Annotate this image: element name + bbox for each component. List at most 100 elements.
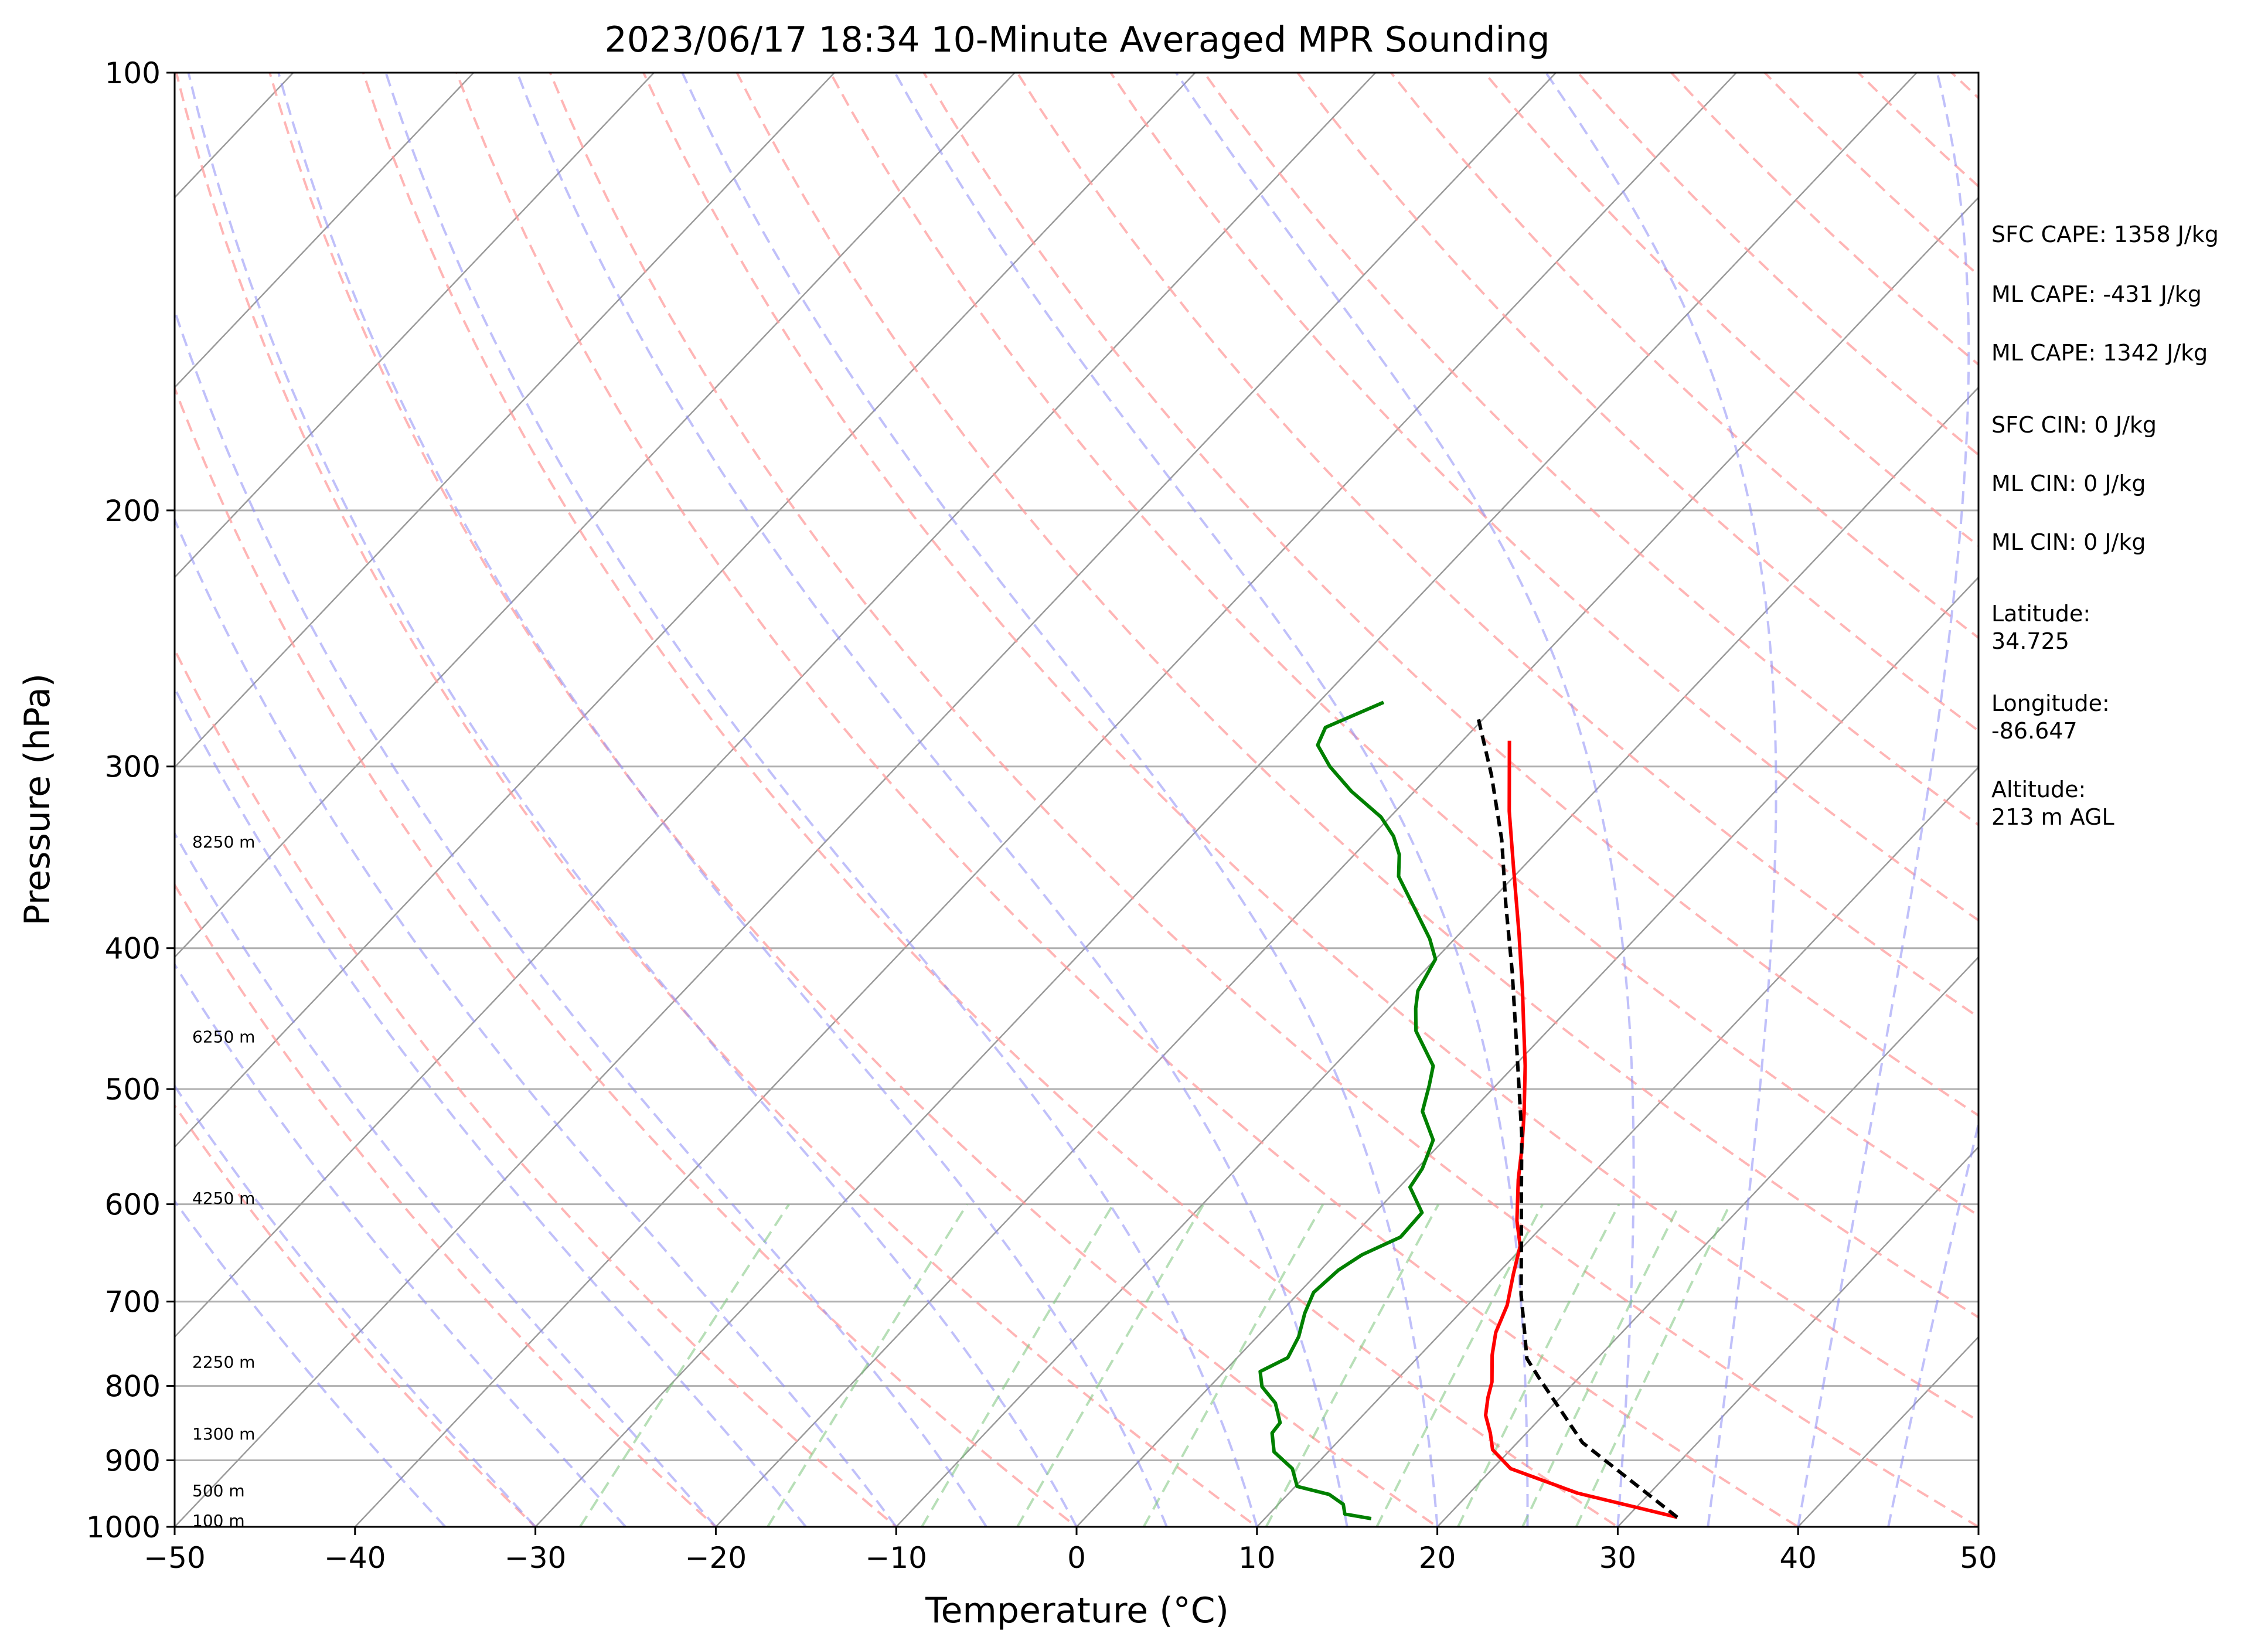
dry-adiabat <box>455 73 1800 1527</box>
y-tick-label: 900 <box>105 1444 161 1478</box>
mixing-ratio-line <box>921 1203 1115 1527</box>
moist-adiabat <box>1887 1119 1978 1527</box>
y-tick-label: 800 <box>105 1370 161 1404</box>
y-tick-label: 300 <box>105 750 161 784</box>
background-lines <box>175 40 2268 1558</box>
annotation-text: Latitude: <box>1991 601 2090 627</box>
dry-adiabat <box>175 882 718 1527</box>
x-tick-label: 10 <box>1238 1541 1276 1575</box>
mixing-ratio-line <box>1265 1203 1440 1527</box>
mixing-ratio-line <box>1016 1203 1205 1527</box>
series-line <box>1476 718 1678 1519</box>
annotation-text: -86.647 <box>1991 718 2078 744</box>
mixing-ratio-line <box>1142 1203 1324 1527</box>
sounding-profiles <box>1258 700 1678 1520</box>
dry-adiabat <box>268 73 1440 1527</box>
annotation-text: ML CAPE: 1342 J/kg <box>1991 340 2208 366</box>
height-label: 2250 m <box>192 1352 255 1372</box>
y-axis-label: Pressure (hPa) <box>17 673 58 925</box>
dry-adiabats <box>175 73 1978 1527</box>
moist-adiabat <box>175 307 987 1527</box>
height-label: 1300 m <box>192 1424 255 1444</box>
moist-adiabat <box>1797 73 1970 1527</box>
mixing-ratio-line <box>767 1203 968 1527</box>
isotherm <box>714 196 1978 1527</box>
mixing-ratio-line <box>1375 1203 1544 1527</box>
sounding-indices: SFC CAPE: 1358 J/kg ML CAPE: -431 J/kg ML … <box>1991 222 2219 830</box>
x-tick-label: 50 <box>1960 1541 1997 1575</box>
annotation-text: 213 m AGL <box>1991 804 2114 830</box>
dry-adiabat <box>549 73 1978 1527</box>
annotation-text: SFC CAPE: 1358 J/kg <box>1991 222 2219 247</box>
x-tick-label: 30 <box>1599 1541 1637 1575</box>
height-label: 500 m <box>192 1481 245 1500</box>
x-tick-label: −50 <box>144 1541 206 1575</box>
isotherm <box>534 73 1918 1527</box>
x-tick-label: 20 <box>1419 1541 1456 1575</box>
isotherm <box>175 73 836 768</box>
moist-adiabat <box>516 73 1348 1527</box>
mixing-ratio-line <box>1575 1203 1731 1527</box>
y-tick-label: 600 <box>105 1188 161 1222</box>
dry-adiabat <box>642 73 1978 1423</box>
x-tick-label: −30 <box>505 1541 567 1575</box>
moist-adiabat <box>175 1199 447 1527</box>
annotation-text: Altitude: <box>1991 777 2086 802</box>
dry-adiabat <box>735 73 1978 1319</box>
height-label: 6250 m <box>192 1027 255 1046</box>
moist-adiabat <box>187 73 1078 1527</box>
isotherm <box>175 73 1197 1148</box>
dry-adiabat <box>1203 73 1978 826</box>
moist-adiabat <box>175 516 897 1527</box>
height-label: 8250 m <box>192 832 255 852</box>
annotation-text: ML CIN: 0 J/kg <box>1991 529 2146 555</box>
x-tick-label: −40 <box>324 1541 386 1575</box>
isotherm <box>1436 956 1978 1527</box>
isotherm <box>175 73 1557 1527</box>
mixing-ratio-lines <box>578 1203 1731 1527</box>
annotation-text: 34.725 <box>1991 628 2069 654</box>
isotherm <box>1616 1146 1978 1527</box>
height-label: 4250 m <box>192 1189 255 1208</box>
isotherm <box>354 73 1738 1527</box>
moist-adiabat <box>175 685 807 1527</box>
y-axis-ticks: 100 200 300 400 500 600 700 800 900 1000 <box>86 56 175 1544</box>
x-tick-label: −10 <box>865 1541 927 1575</box>
dry-adiabat <box>175 73 1259 1527</box>
y-tick-label: 700 <box>105 1285 161 1319</box>
moist-adiabat <box>277 73 1168 1527</box>
series-line <box>1258 700 1438 1520</box>
x-tick-label: 0 <box>1067 1541 1086 1575</box>
plot-frame <box>173 72 1980 1528</box>
mixing-ratio-line <box>1457 1203 1620 1527</box>
moist-adiabat <box>681 73 1439 1527</box>
moist-adiabat <box>175 962 626 1527</box>
mixing-ratio-line <box>578 1203 790 1527</box>
pressure-gridlines <box>175 72 1978 1528</box>
y-tick-label: 100 <box>105 56 161 90</box>
x-axis-label: Temperature (°C) <box>925 1590 1229 1631</box>
moist-adiabat <box>1545 73 1777 1527</box>
isotherm <box>895 386 1978 1527</box>
isotherm <box>2130 40 2268 1558</box>
annotation-text: Longitude: <box>1991 690 2110 716</box>
dry-adiabat <box>1016 73 1978 1019</box>
y-tick-label: 1000 <box>86 1510 161 1544</box>
y-tick-label: 200 <box>105 494 161 528</box>
dry-adiabat <box>1296 73 1978 733</box>
moist-adiabat <box>384 73 1258 1527</box>
annotation-text: SFC CIN: 0 J/kg <box>1991 412 2157 438</box>
x-axis-ticks: −50 −40 −30 −20 −10 0 10 20 30 40 50 <box>144 1527 1997 1575</box>
skewed-isotherms <box>175 40 2268 1558</box>
moist-adiabat <box>894 73 1529 1527</box>
dry-adiabat <box>175 1104 537 1527</box>
dry-adiabat <box>362 73 1620 1527</box>
series-line <box>1484 740 1678 1519</box>
moist-adiabat <box>1175 73 1635 1527</box>
isotherm <box>1075 576 1978 1527</box>
isotherm <box>175 73 655 579</box>
dry-adiabat <box>829 73 1978 1217</box>
annotation-text: ML CAPE: -431 J/kg <box>1991 281 2202 307</box>
chart-title: 2023/06/17 18:34 10-Minute Averaged MPR … <box>605 19 1550 60</box>
